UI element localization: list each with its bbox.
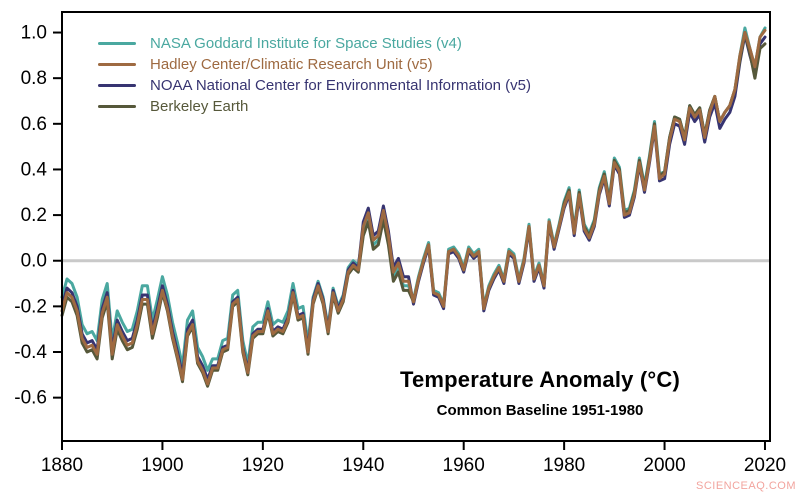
legend-label-nasa: NASA Goddard Institute for Space Studies… (150, 35, 462, 52)
y-axis-tick-label: 0.8 (21, 68, 47, 89)
x-axis-tick-label: 1880 (41, 455, 83, 476)
watermark: SCIENCEAQ.COM (695, 480, 796, 492)
x-axis-tick-label: 2020 (744, 455, 786, 476)
x-axis-tick-label: 1900 (141, 455, 183, 476)
legend-label-hadley: Hadley Center/Climatic Research Unit (v5… (150, 56, 433, 73)
legend-label-noaa: NOAA National Center for Environmental I… (150, 77, 531, 94)
y-axis-tick-label: 0.4 (21, 159, 48, 180)
legend-label-berkeley: Berkeley Earth (150, 98, 249, 115)
y-axis-tick-label: 0.2 (21, 205, 47, 226)
y-axis-tick-label: 0.6 (21, 114, 47, 135)
x-axis-tick-label: 2000 (643, 455, 685, 476)
chart-title: Temperature Anomaly (°C) (399, 367, 681, 392)
legend-item-berkeley: Berkeley Earth (98, 96, 531, 117)
nasa-line-swatch-icon (98, 42, 136, 45)
series-line-1 (60, 28, 767, 386)
y-axis-tick-label: 0.0 (21, 251, 47, 272)
x-axis-tick-label: 1960 (443, 455, 485, 476)
x-axis-tick-label: 1920 (242, 455, 284, 476)
noaa-line-swatch-icon (98, 84, 136, 87)
x-axis-tick-label: 1940 (342, 455, 384, 476)
chart-subtitle: Common Baseline 1951-1980 (436, 402, 644, 419)
plot-border (61, 11, 771, 442)
y-axis-tick-label: -0.6 (14, 388, 47, 409)
berkeley-line-swatch-icon (98, 105, 136, 108)
y-axis-tick-label: 1.0 (21, 23, 47, 44)
chart-legend: NASA Goddard Institute for Space Studies… (98, 33, 531, 117)
legend-item-hadley: Hadley Center/Climatic Research Unit (v5… (98, 54, 531, 75)
y-axis-tick-label: -0.4 (14, 342, 47, 363)
x-axis-tick-label: 1980 (543, 455, 585, 476)
chart-title-block: Temperature Anomaly (°C) Common Baseline… (365, 367, 715, 419)
hadley-line-swatch-icon (98, 63, 136, 66)
legend-item-nasa: NASA Goddard Institute for Space Studies… (98, 33, 531, 54)
y-axis-tick-label: -0.2 (14, 296, 47, 317)
legend-item-noaa: NOAA National Center for Environmental I… (98, 75, 531, 96)
